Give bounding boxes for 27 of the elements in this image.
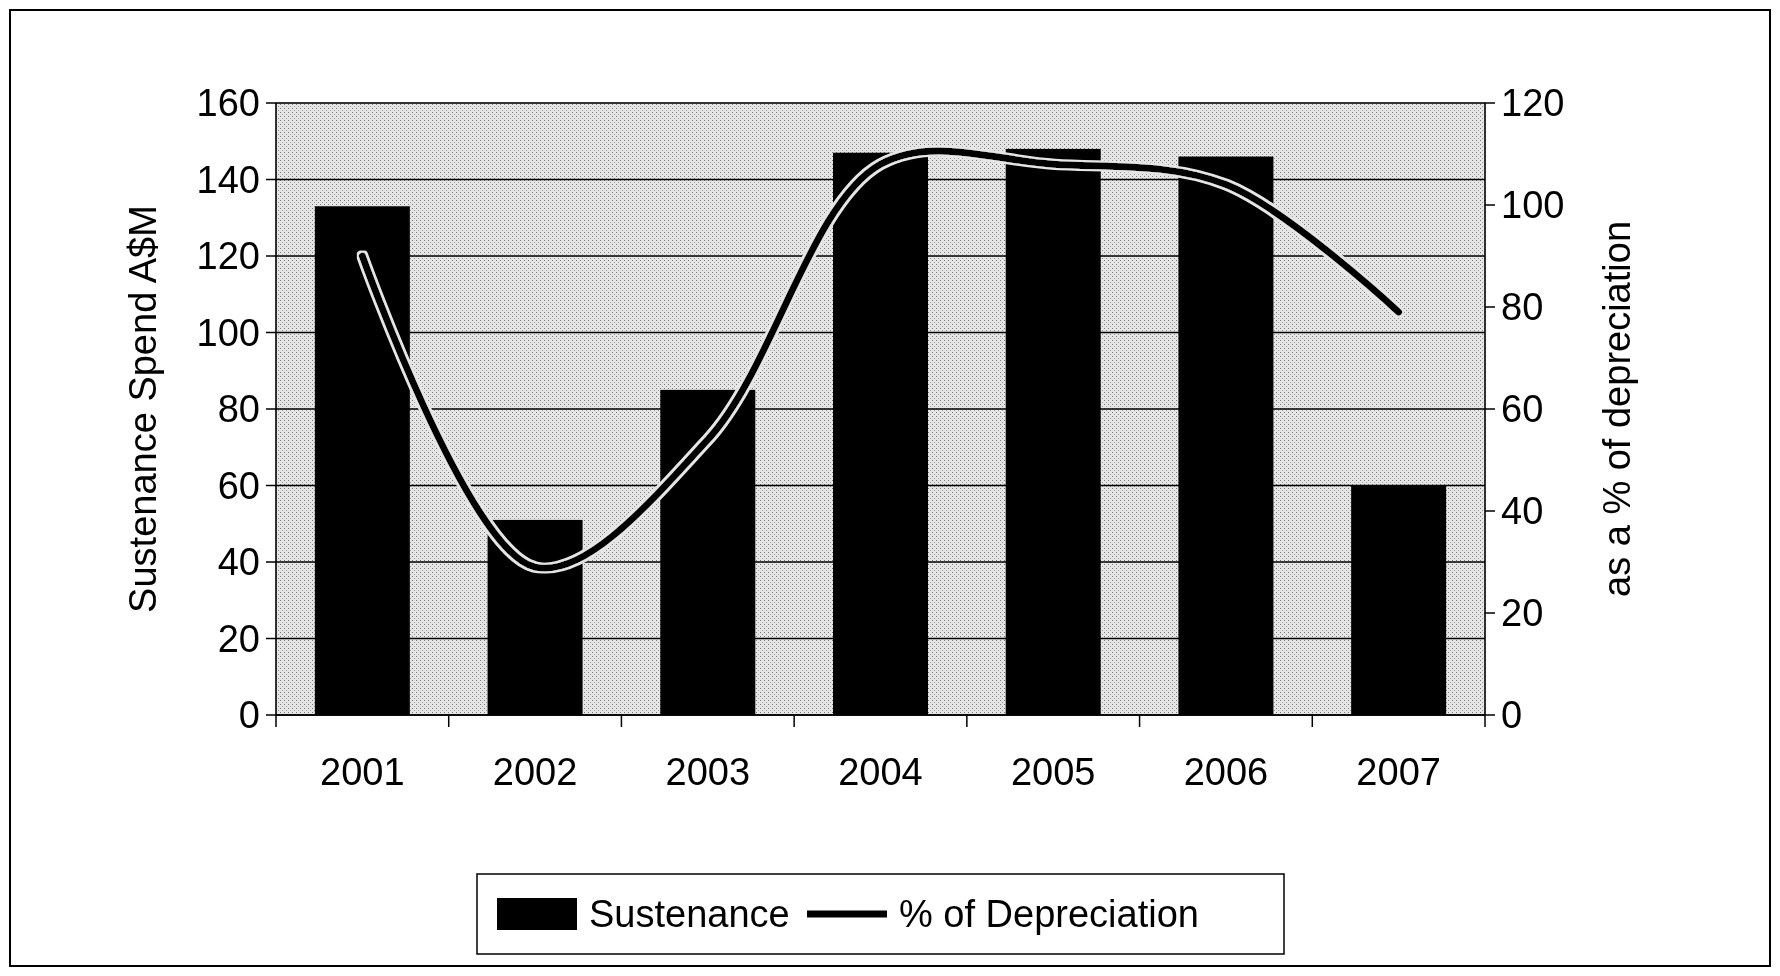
x-tick-label: 2006 (1183, 751, 1269, 793)
y-tick-label: 140 (196, 158, 260, 201)
x-tick-label: 2002 (492, 751, 578, 793)
y-tick-label: 160 (196, 82, 260, 125)
x-tick-label: 2001 (320, 751, 405, 793)
y-tick-label: 120 (196, 235, 260, 278)
legend-label: % of Depreciation (899, 893, 1199, 936)
x-tick-label: 2007 (1356, 751, 1441, 793)
y-tick-label: 60 (217, 464, 260, 507)
legend-label: Sustenance (589, 893, 790, 936)
y-tick-label: 20 (217, 617, 260, 660)
y-tick-label: 0 (238, 694, 260, 737)
y2-tick-label: 40 (1501, 490, 1544, 533)
y2-tick-label: 80 (1501, 286, 1544, 329)
y2-axis-title: as a % of depreciation (1596, 220, 1638, 598)
x-tick-label: 2005 (1010, 751, 1096, 793)
y-tick-label: 100 (196, 311, 260, 354)
y-axis-title: Sustenance Spend A$M (122, 205, 164, 613)
y2-tick-label: 100 (1501, 184, 1565, 227)
y-tick-label: 80 (217, 388, 260, 431)
y2-tick-label: 20 (1501, 592, 1544, 635)
x-tick-label: 2003 (665, 751, 751, 793)
y2-tick-label: 0 (1501, 694, 1523, 737)
y2-tick-label: 120 (1501, 82, 1565, 125)
y2-tick-label: 60 (1501, 388, 1544, 431)
y-tick-label: 40 (217, 541, 260, 584)
x-tick-label: 2004 (838, 751, 923, 793)
